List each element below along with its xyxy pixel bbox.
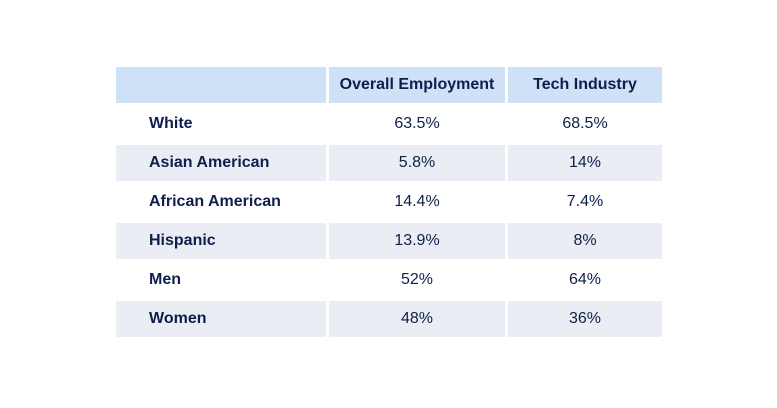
cell-overall-women: 48% bbox=[329, 301, 505, 337]
cell-tech-women: 36% bbox=[508, 301, 662, 337]
cell-tech-hispanic: 8% bbox=[508, 223, 662, 259]
row-label-african-american: African American bbox=[116, 184, 326, 220]
row-label-asian-american: Asian American bbox=[116, 145, 326, 181]
cell-tech-men: 64% bbox=[508, 262, 662, 298]
cell-overall-asian-american: 5.8% bbox=[329, 145, 505, 181]
cell-overall-african-american: 14.4% bbox=[329, 184, 505, 220]
row-label-men: Men bbox=[116, 262, 326, 298]
comparison-table: Overall Employment Tech Industry White 6… bbox=[116, 67, 662, 337]
row-label-white: White bbox=[116, 106, 326, 142]
header-overall-employment: Overall Employment bbox=[329, 67, 505, 103]
header-cell-empty bbox=[116, 67, 326, 103]
cell-overall-hispanic: 13.9% bbox=[329, 223, 505, 259]
cell-tech-african-american: 7.4% bbox=[508, 184, 662, 220]
cell-overall-white: 63.5% bbox=[329, 106, 505, 142]
cell-tech-asian-american: 14% bbox=[508, 145, 662, 181]
row-label-women: Women bbox=[116, 301, 326, 337]
cell-tech-white: 68.5% bbox=[508, 106, 662, 142]
header-tech-industry: Tech Industry bbox=[508, 67, 662, 103]
row-label-hispanic: Hispanic bbox=[116, 223, 326, 259]
cell-overall-men: 52% bbox=[329, 262, 505, 298]
